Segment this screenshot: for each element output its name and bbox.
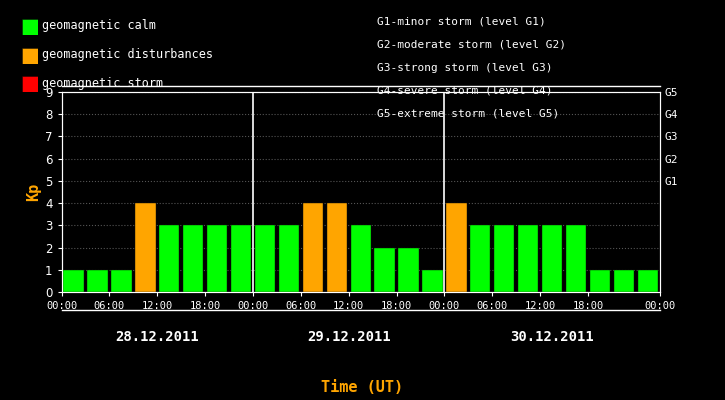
Text: 29.12.2011: 29.12.2011	[307, 330, 391, 344]
Bar	[254, 225, 276, 292]
Text: G1-minor storm (level G1): G1-minor storm (level G1)	[377, 17, 546, 27]
Bar	[589, 270, 610, 292]
Bar	[278, 225, 299, 292]
Y-axis label: Kp: Kp	[26, 183, 41, 201]
Text: 28.12.2011: 28.12.2011	[115, 330, 199, 344]
Bar	[518, 225, 539, 292]
Bar	[63, 270, 84, 292]
Text: G5-extreme storm (level G5): G5-extreme storm (level G5)	[377, 108, 559, 118]
Bar	[159, 225, 180, 292]
Bar	[207, 225, 228, 292]
Bar	[422, 270, 443, 292]
Text: G4-severe storm (level G4): G4-severe storm (level G4)	[377, 86, 552, 96]
Text: G3-strong storm (level G3): G3-strong storm (level G3)	[377, 63, 552, 73]
Bar	[470, 225, 491, 292]
Text: G2-moderate storm (level G2): G2-moderate storm (level G2)	[377, 40, 566, 50]
Bar	[374, 248, 395, 292]
Text: 30.12.2011: 30.12.2011	[510, 330, 594, 344]
Text: geomagnetic disturbances: geomagnetic disturbances	[42, 48, 213, 61]
Text: geomagnetic calm: geomagnetic calm	[42, 20, 156, 32]
Bar	[398, 248, 419, 292]
Bar	[111, 270, 132, 292]
Bar	[87, 270, 108, 292]
Bar	[135, 203, 156, 292]
Bar	[637, 270, 658, 292]
Text: Time (UT): Time (UT)	[321, 380, 404, 395]
Bar	[302, 203, 323, 292]
Bar	[446, 203, 467, 292]
Bar	[183, 225, 204, 292]
Bar	[613, 270, 634, 292]
Bar	[566, 225, 587, 292]
Text: geomagnetic storm: geomagnetic storm	[42, 77, 163, 90]
Bar	[231, 225, 252, 292]
Bar	[326, 203, 347, 292]
Bar	[542, 225, 563, 292]
Bar	[494, 225, 515, 292]
Bar	[350, 225, 371, 292]
